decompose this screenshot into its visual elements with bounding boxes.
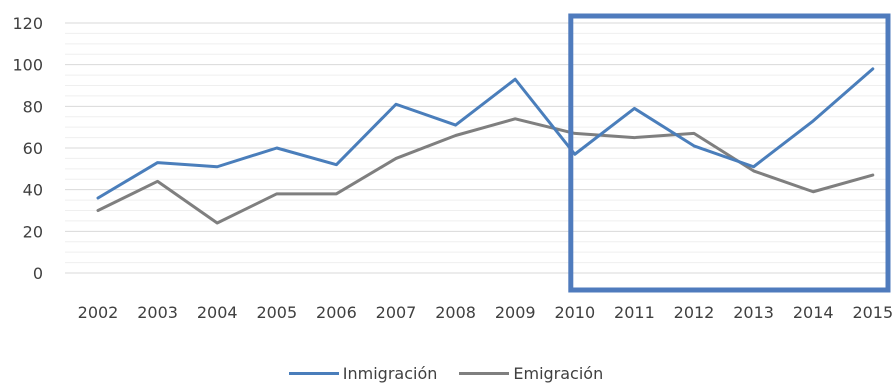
x-tick-label: 2006 (316, 303, 357, 322)
y-axis-ticks: 0 20 40 60 80 100 120 (12, 14, 43, 283)
legend-item-0: Inmigración (288, 363, 438, 383)
legend-label-0: Inmigración (342, 363, 438, 383)
y-tick-label: 120 (12, 14, 43, 33)
x-axis-ticks: 2002 2003 2004 2005 2006 2007 2008 2009 2010 2011… (78, 303, 892, 322)
gridlines (65, 22, 890, 274)
y-tick-label: 0 (33, 264, 43, 283)
y-tick-label: 100 (12, 56, 43, 75)
legend-swatch-0 (288, 371, 339, 375)
x-tick-label: 2005 (256, 303, 297, 322)
x-tick-label: 2011 (614, 303, 655, 322)
x-tick-label: 2009 (495, 303, 536, 322)
y-tick-label: 60 (23, 139, 43, 158)
x-tick-label: 2003 (137, 303, 178, 322)
legend-label-1: Emigración (513, 363, 604, 383)
series-lines (96, 67, 875, 225)
y-tick-label: 80 (23, 97, 43, 116)
x-tick-label: 2004 (197, 303, 238, 322)
x-tick-label: 2007 (376, 303, 417, 322)
legend: Inmigración Emigración (0, 362, 892, 384)
x-tick-label: 2002 (78, 303, 119, 322)
highlight-box (568, 13, 891, 293)
legend-item-1: Emigración (459, 364, 603, 383)
x-tick-label: 2010 (554, 303, 595, 322)
series-line-0 (96, 67, 875, 200)
x-tick-label: 2012 (674, 303, 715, 322)
x-tick-label: 2013 (733, 303, 774, 322)
x-tick-label: 2014 (793, 303, 834, 322)
legend-swatch-1 (459, 371, 510, 375)
y-tick-label: 40 (23, 181, 43, 200)
series-line-1 (96, 117, 875, 225)
y-tick-label: 20 (23, 222, 43, 241)
x-tick-label: 2015 (852, 303, 892, 322)
x-tick-label: 2008 (435, 303, 476, 322)
